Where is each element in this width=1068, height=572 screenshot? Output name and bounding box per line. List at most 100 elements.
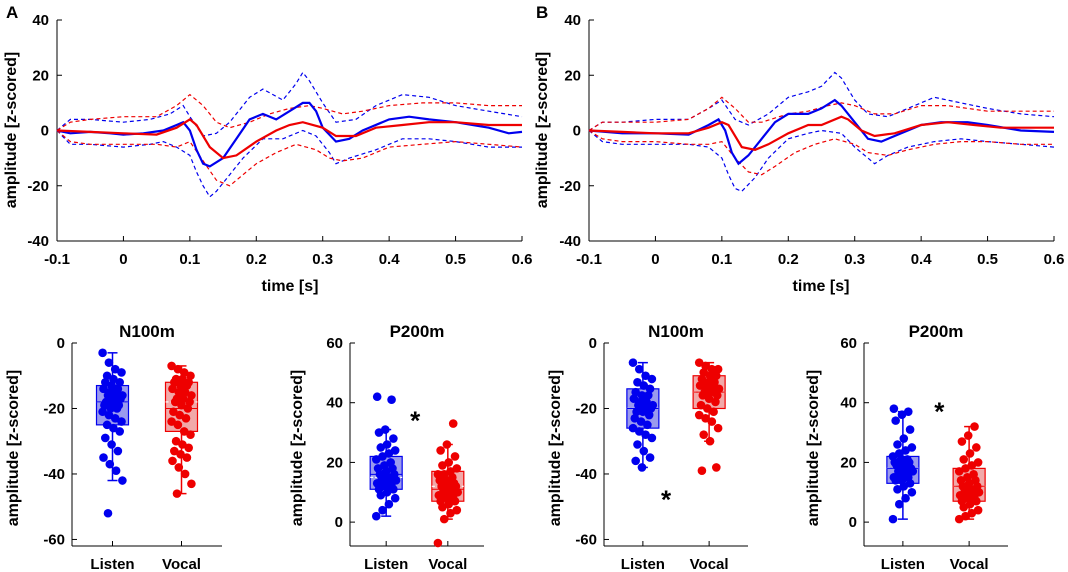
b-listen-upper-ci-line xyxy=(588,71,1055,132)
b-p200m-vocal-data-point xyxy=(972,443,981,452)
b-wave-ytick-label: 40 xyxy=(564,12,581,29)
a-n100m-vocal-data-point xyxy=(182,381,192,390)
a-p200m-significance-marker: * xyxy=(410,406,421,436)
a-listen-upper-ci-line xyxy=(56,71,523,137)
b-p200m-vocal-data-point xyxy=(965,449,975,458)
b-wave-xtick-label: 0.3 xyxy=(844,251,865,268)
b-wave-xtick-label: 0.1 xyxy=(711,251,732,268)
b-p200m-ytick-label: 40 xyxy=(840,395,857,412)
b-p200m-significance-marker: * xyxy=(934,397,945,427)
a-p200m-vocal-data-point xyxy=(450,452,460,461)
b-n100m-vocal-data-point xyxy=(714,384,724,394)
a-p200m-vocal-data-point xyxy=(442,440,452,449)
a-wave-xtick-label: 0.6 xyxy=(512,251,533,268)
a-p200m-vocal-data-point xyxy=(436,446,445,455)
b-n100m-vocal-data-point xyxy=(712,371,721,381)
b-p200m-xtick-label-listen: Listen xyxy=(881,556,925,572)
a-n100m-vocal-data-point xyxy=(180,469,190,479)
a-n100m-listen-data-point xyxy=(112,404,122,413)
b-p200m-vocal-data-point xyxy=(973,458,983,467)
b-p200m-listen-data-point xyxy=(901,493,910,503)
a-p200m-ytick-label: 20 xyxy=(326,454,343,471)
a-p200m-ytick-label: 40 xyxy=(326,395,343,412)
b-p200m-vocal-data-point xyxy=(963,431,973,440)
b-wave-xtick-label: 0.5 xyxy=(977,251,998,268)
a-wave-xtick-label: -0.1 xyxy=(44,251,70,268)
a-p200m-listen-data-point xyxy=(387,395,396,405)
a-wave-ytick-label: 40 xyxy=(32,12,49,29)
b-n100m-listen-data-point xyxy=(644,410,654,420)
b-p200m-ylabel: amplitude [z-scored] xyxy=(805,370,822,526)
b-n100m-vocal-data-point xyxy=(695,381,705,390)
a-n100m-vocal-data-point xyxy=(181,414,191,423)
b-n100m-listen-data-point xyxy=(637,463,647,472)
b-listen-mean-line xyxy=(588,98,1055,166)
a-p200m-vocal-data-point xyxy=(434,490,444,500)
b-p200m-listen-data-point xyxy=(907,443,917,452)
a-p200m-title: P200m xyxy=(390,322,445,341)
a-wave-xtick-label: 0.2 xyxy=(246,251,267,268)
a-n100m-listen-data-point xyxy=(98,348,107,358)
a-n100m-listen-data-point xyxy=(101,433,110,443)
a-n100m-vocal-data-point xyxy=(183,404,193,413)
a-n100m-listen-data-point xyxy=(107,440,116,449)
b-n100m-vocal-data-point xyxy=(707,364,717,374)
b-n100m-listen-data-point xyxy=(645,453,655,462)
a-n100m-listen-data-point xyxy=(104,358,114,367)
a-p200m-vocal-data-point xyxy=(452,505,462,515)
b-n100m-significance-marker: * xyxy=(661,484,672,514)
b-n100m-xtick-label-listen: Listen xyxy=(621,556,665,572)
a-p200m-vocal-data-point xyxy=(444,458,454,467)
a-wave-ytick-label: 20 xyxy=(32,67,49,84)
b-p200m-vocal-data-point xyxy=(955,490,965,500)
b-p200m-vocal-data-point xyxy=(969,470,978,479)
a-wave-xtick-label: 0.5 xyxy=(445,251,466,268)
b-p200m-listen-data-point xyxy=(905,425,915,434)
a-listen-lower-ci-line xyxy=(56,129,522,198)
b-n100m-listen-data-point xyxy=(647,433,657,443)
panel-label-a: A xyxy=(6,3,18,22)
b-p200m-ytick-label: 20 xyxy=(840,454,857,471)
a-p200m-listen-data-point xyxy=(390,493,400,503)
b-wave-xtick-label: 0 xyxy=(651,251,659,268)
a-p200m-vocal-data-point xyxy=(452,464,462,473)
a-n100m-ytick-label: 0 xyxy=(57,335,65,352)
a-n100m-listen-data-point xyxy=(99,453,108,462)
a-p200m-ytick-label: 0 xyxy=(335,514,343,531)
b-n100m-vocal-data-point xyxy=(699,430,709,439)
b-p200m-listen-data-point xyxy=(889,404,899,413)
a-n100m-listen-data-point xyxy=(105,459,115,469)
b-n100m-listen-data-point xyxy=(646,404,656,413)
a-p200m-vocal-data-point xyxy=(448,419,458,428)
panel-label-b: B xyxy=(536,3,548,22)
b-vocal-upper-ci-line xyxy=(588,96,1054,132)
a-vocal-mean-line xyxy=(56,118,522,160)
a-n100m-vocal-data-point xyxy=(174,463,184,472)
a-p200m-listen-data-point xyxy=(384,499,394,509)
a-n100m-listen-data-point xyxy=(117,368,126,377)
a-p200m-vocal-data-point xyxy=(433,470,443,479)
b-wave-xtick-label: 0.6 xyxy=(1044,251,1065,268)
a-n100m-vocal-data-point xyxy=(187,479,196,489)
a-wave-ytick-label: -40 xyxy=(27,233,49,250)
b-p200m-listen-data-point xyxy=(888,514,898,524)
a-p200m-xtick-label-listen: Listen xyxy=(364,556,408,572)
a-wave-ytick-label: 0 xyxy=(41,123,49,140)
b-p200m-title: P200m xyxy=(909,322,964,341)
b-n100m-vocal-data-point xyxy=(713,423,723,433)
a-wave-xtick-label: 0.4 xyxy=(379,251,401,268)
a-p200m-vocal-data-point xyxy=(433,538,443,548)
a-p200m-listen-data-point xyxy=(371,511,381,521)
a-n100m-vocal-data-point xyxy=(173,420,183,430)
a-wave-xtick-label: 0 xyxy=(119,251,127,268)
b-n100m-xtick-label-vocal: Vocal xyxy=(690,556,729,572)
b-n100m-ylabel: amplitude [z-scored] xyxy=(547,370,564,526)
b-wave-ytick-label: 20 xyxy=(564,67,581,84)
b-n100m-listen-data-point xyxy=(643,391,653,400)
a-p200m-listen-data-point xyxy=(389,434,398,443)
b-p200m-listen-data-point xyxy=(899,434,909,443)
a-p200m-listen-data-point xyxy=(382,440,392,449)
b-listen-lower-ci-line xyxy=(588,129,1055,193)
b-p200m-listen-data-point xyxy=(903,407,913,416)
a-n100m-listen-data-point xyxy=(115,377,124,387)
